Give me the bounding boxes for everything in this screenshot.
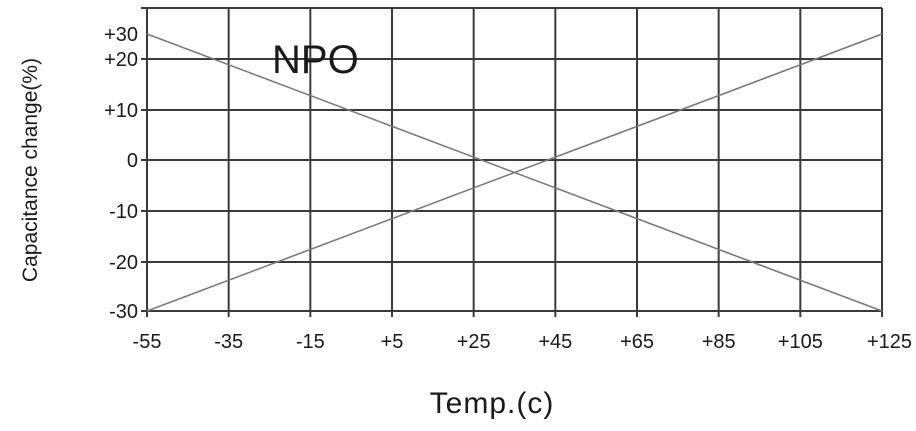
x-tick-label: +105 — [778, 331, 823, 353]
x-tick-label: -35 — [214, 331, 243, 353]
y-tick-labels: +30 +20 +10 0 -10 -20 -30 — [104, 24, 138, 323]
x-tick-label: +45 — [538, 331, 572, 353]
y-tick-label: +10 — [104, 100, 138, 122]
x-tick-label: -15 — [296, 331, 325, 353]
series-line-2 — [146, 33, 883, 312]
horizontal-gridlines — [141, 7, 882, 312]
y-axis-title: Capacitance change(%) — [19, 58, 42, 282]
x-tick-label: +85 — [702, 331, 736, 353]
x-tick-label: +125 — [867, 331, 912, 353]
vertical-gridlines — [146, 8, 883, 317]
y-tick-label: +20 — [104, 49, 138, 71]
x-tick-label: +5 — [381, 331, 404, 353]
x-tick-label: +65 — [620, 331, 654, 353]
y-tick-label: -20 — [109, 252, 138, 274]
npo-label: NPO — [272, 38, 359, 82]
y-tick-label: -10 — [109, 201, 138, 223]
x-tick-label: -55 — [133, 331, 162, 353]
y-tick-label: 0 — [127, 150, 138, 172]
y-tick-label: -30 — [109, 301, 138, 323]
y-tick-label: +30 — [104, 24, 138, 46]
x-axis-title: Temp.(c) — [430, 387, 555, 420]
x-tick-labels: -55 -35 -15 +5 +25 +45 +65 +85 +105 +125 — [133, 331, 912, 353]
series-lines — [146, 33, 883, 312]
x-tick-label: +25 — [457, 331, 491, 353]
